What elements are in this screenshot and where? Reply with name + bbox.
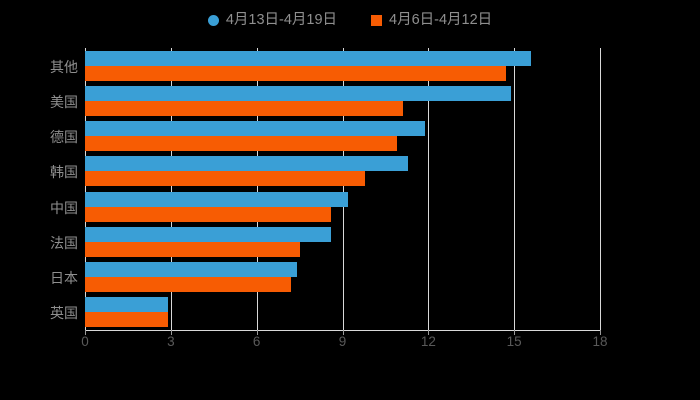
bar-0-1[interactable] <box>85 85 512 101</box>
x-tick-label-4: 12 <box>420 334 436 349</box>
gridline-x-1 <box>170 48 172 330</box>
x-tick-mark-2 <box>256 330 258 335</box>
bar-1-1[interactable] <box>85 100 403 116</box>
y-axis-label-2: 德国 <box>50 129 78 146</box>
bar-1-6[interactable] <box>85 277 291 293</box>
bar-1-5[interactable] <box>85 241 300 257</box>
x-tick-mark-6 <box>600 330 601 335</box>
x-tick-label-5: 15 <box>506 334 522 349</box>
legend-square-marker-icon <box>371 14 383 26</box>
x-tick-mark-1 <box>170 330 172 335</box>
bar-1-0[interactable] <box>85 65 506 81</box>
gridline-x-4 <box>428 48 430 330</box>
gridline-x-0 <box>85 48 86 330</box>
bar-1-4[interactable] <box>85 206 332 222</box>
x-tick-mark-0 <box>85 330 86 335</box>
bar-1-3[interactable] <box>85 171 366 187</box>
x-tick-label-2: 6 <box>252 334 261 349</box>
bar-1-2[interactable] <box>85 136 397 152</box>
bar-0-3[interactable] <box>85 156 409 172</box>
x-tick-label-3: 9 <box>338 334 347 349</box>
bar-0-4[interactable] <box>85 191 349 207</box>
gridline-x-2 <box>256 48 258 330</box>
bar-0-5[interactable] <box>85 226 332 242</box>
x-tick-mark-5 <box>514 330 516 335</box>
y-axis-label-1: 美国 <box>50 93 78 110</box>
legend-item-series-1[interactable]: 4月13日-4月19日 <box>207 11 338 28</box>
bar-0-7[interactable] <box>85 297 168 313</box>
gridline-x-5 <box>514 48 516 330</box>
chart-legend: 4月13日-4月19日 4月6日-4月12日 <box>0 8 700 32</box>
y-axis-label-4: 中国 <box>50 199 78 216</box>
x-tick-label-0: 0 <box>81 334 89 349</box>
bar-0-2[interactable] <box>85 121 426 137</box>
bar-0-0[interactable] <box>85 50 532 66</box>
legend-label-series-1: 4月13日-4月19日 <box>225 11 338 28</box>
y-axis-label-0: 其他 <box>50 58 78 75</box>
y-axis-label-6: 日本 <box>50 270 78 287</box>
y-axis-label-7: 英国 <box>50 305 78 322</box>
x-tick-label-6: 18 <box>592 334 608 349</box>
x-tick-label-1: 3 <box>167 334 175 349</box>
bar-0-6[interactable] <box>85 262 297 278</box>
y-axis-label-5: 法国 <box>50 234 78 251</box>
plot-area <box>85 48 601 330</box>
bar-1-7[interactable] <box>85 312 168 328</box>
legend-item-series-2[interactable]: 4月6日-4月12日 <box>371 13 492 28</box>
legend-label-series-2: 4月6日-4月12日 <box>389 11 493 28</box>
legend-circle-marker-icon <box>207 14 219 26</box>
gridline-x-6 <box>600 48 601 330</box>
x-tick-mark-4 <box>428 330 430 335</box>
y-axis-category-labels: 其他 美国 德国 韩国 中国 法国 日本 英国 <box>0 48 78 330</box>
gridline-x-3 <box>342 48 344 330</box>
y-axis-label-3: 韩国 <box>50 164 78 181</box>
x-tick-mark-3 <box>342 330 344 335</box>
